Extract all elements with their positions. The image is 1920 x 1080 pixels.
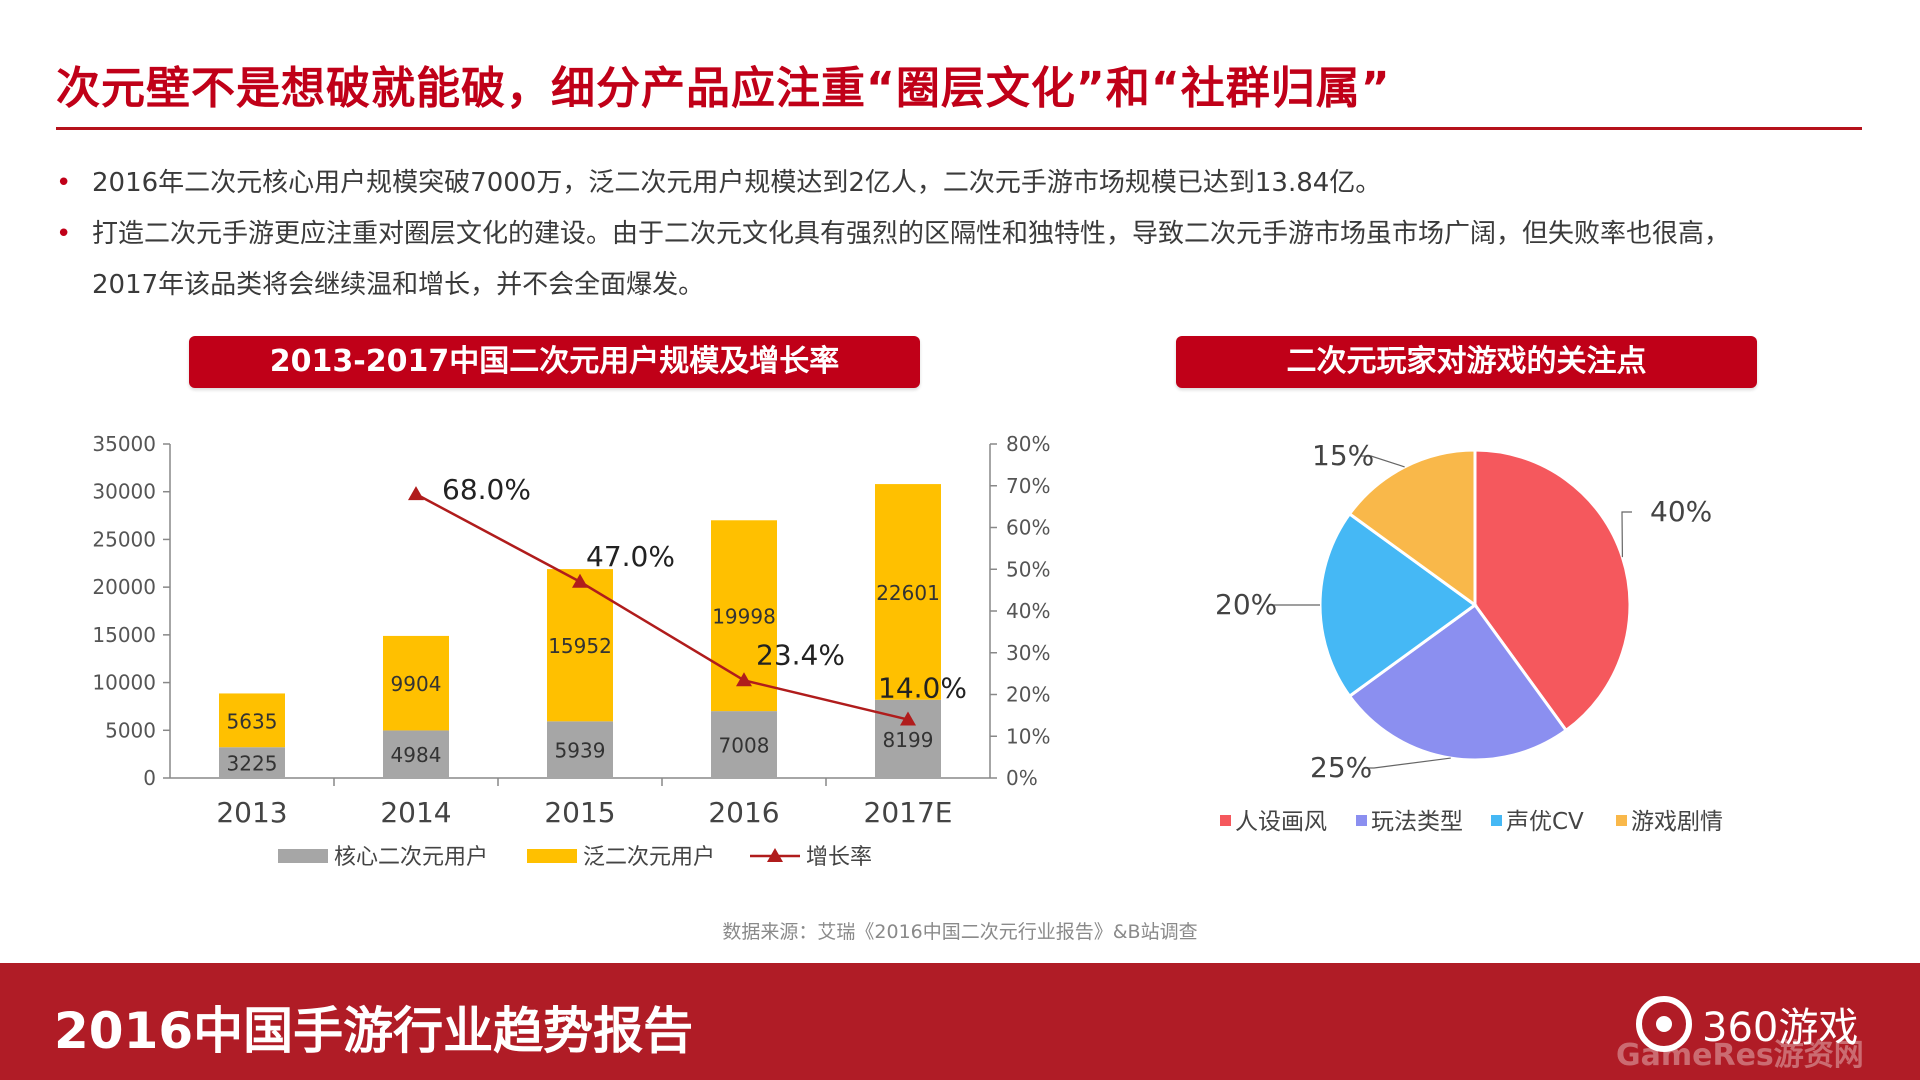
bar-core-value-label: 5939: [555, 739, 606, 763]
growth-rate-point: [572, 573, 588, 588]
footer-title: 2016中国手游行业趋势报告: [54, 1002, 694, 1060]
bullet-text: 2016年二次元核心用户规模突破7000万，泛二次元用户规模达到2亿人，二次元手…: [92, 168, 1382, 198]
pie-legend-label: 声优CV: [1506, 809, 1584, 835]
bullet-dot-icon: •: [56, 168, 72, 198]
legend-pan-swatch: [527, 849, 577, 863]
legend-core-label: 核心二次元用户: [334, 845, 488, 870]
pie-legend-swatch: [1220, 815, 1231, 826]
bar-chart-banner: 2013-2017中国二次元用户规模及增长率: [189, 336, 920, 388]
pie-chart-banner: 二次元玩家对游戏的关注点: [1176, 336, 1757, 388]
pie-leader-line: [1361, 455, 1405, 468]
x-category-label: 2014: [380, 796, 451, 829]
logo-circle-icon: [1636, 996, 1692, 1052]
bar-core-value-label: 4984: [391, 743, 442, 767]
y-tick-label: 20000: [92, 575, 156, 599]
bullet-text: 打造二次元手游更应注重对圈层文化的建设。由于二次元文化具有强烈的区隔性和独特性，…: [92, 219, 1731, 249]
pie-legend-label: 玩法类型: [1371, 809, 1463, 835]
x-category-label: 2015: [544, 796, 615, 829]
bullet-item-continuation: 2017年该品类将会继续温和增长，并不会全面爆发。: [56, 260, 1856, 311]
pie-leader-line: [1364, 757, 1451, 769]
y-tick-label: 0: [143, 766, 156, 790]
growth-rate-point: [900, 711, 916, 726]
bullet-list: • 2016年二次元核心用户规模突破7000万，泛二次元用户规模达到2亿人，二次…: [56, 158, 1856, 311]
bullet-dot-icon: •: [56, 219, 72, 249]
bar-pan-users: [875, 484, 941, 700]
y2-tick-label: 80%: [1006, 432, 1050, 456]
x-category-label: 2017E: [864, 796, 953, 829]
logo-text: 360游戏: [1702, 1005, 1859, 1051]
y2-tick-label: 30%: [1006, 641, 1050, 665]
legend-pan-label: 泛二次元用户: [583, 845, 715, 870]
brand-logo: 360游戏: [1636, 993, 1858, 1055]
bar-pan-users: [383, 635, 449, 731]
bar-pan-value-label: 19998: [712, 605, 776, 629]
y-tick-label: 5000: [105, 718, 156, 742]
pie-value-label: 25%: [1310, 751, 1372, 784]
page-title: 次元壁不是想破就能破，细分产品应注重“圈层文化”和“社群归属”: [56, 63, 1391, 114]
pie-slice: [1347, 448, 1477, 608]
growth-rate-label: 47.0%: [586, 540, 675, 573]
pie-legend-swatch: [1616, 815, 1627, 826]
bar-core-value-label: 7008: [719, 734, 770, 758]
bar-core-users: [547, 721, 613, 778]
legend-core-swatch: [278, 849, 328, 863]
y2-tick-label: 70%: [1006, 474, 1050, 498]
legend-growth-marker: [767, 848, 783, 862]
bar-core-users: [711, 711, 777, 778]
y2-tick-label: 10%: [1006, 724, 1050, 748]
y2-tick-label: 20%: [1006, 683, 1050, 707]
y-tick-label: 10000: [92, 671, 156, 695]
growth-rate-line: [415, 492, 909, 721]
bullet-text: 2017年该品类将会继续温和增长，并不会全面爆发。: [92, 270, 705, 300]
growth-rate-label: 23.4%: [756, 638, 845, 671]
bar-pan-value-label: 9904: [391, 672, 442, 696]
growth-rate-label: 14.0%: [878, 672, 967, 705]
growth-rate-point: [408, 486, 424, 501]
y-tick-label: 30000: [92, 480, 156, 504]
pie-value-label: 15%: [1312, 439, 1374, 472]
bar-pan-value-label: 15952: [548, 634, 612, 658]
pie-legend-label: 人设画风: [1235, 809, 1327, 835]
pie-legend-label: 游戏剧情: [1631, 809, 1723, 835]
y-tick-label: 15000: [92, 623, 156, 647]
bullet-item: • 2016年二次元核心用户规模突破7000万，泛二次元用户规模达到2亿人，二次…: [56, 158, 1856, 209]
bar-core-users: [219, 747, 285, 778]
pie-value-label: 20%: [1215, 588, 1277, 621]
pie-value-label: 40%: [1650, 495, 1712, 528]
y2-tick-label: 40%: [1006, 599, 1050, 623]
pie-legend-swatch: [1356, 815, 1367, 826]
y-tick-label: 25000: [92, 527, 156, 551]
bar-core-value-label: 8199: [883, 728, 934, 752]
bar-pan-value-label: 5635: [227, 709, 278, 733]
pie-legend-swatch: [1491, 815, 1502, 826]
watermark: GameRes游资网: [1616, 1038, 1864, 1073]
growth-rate-point: [736, 672, 752, 687]
bar-pan-value-label: 22601: [876, 581, 940, 605]
data-source-note: 数据来源：艾瑞《2016中国二次元行业报告》&B站调查: [722, 921, 1198, 943]
pie-slice: [1318, 511, 1478, 699]
y2-tick-label: 60%: [1006, 516, 1050, 540]
bar-core-value-label: 3225: [227, 752, 278, 776]
y2-tick-label: 50%: [1006, 557, 1050, 581]
bar-pan-users: [219, 693, 285, 748]
pie-leader-line: [1621, 511, 1632, 558]
bullet-item: • 打造二次元手游更应注重对圈层文化的建设。由于二次元文化具有强烈的区隔性和独特…: [56, 209, 1856, 260]
bar-core-users: [383, 730, 449, 778]
legend-growth-label: 增长率: [806, 845, 872, 870]
y-tick-label: 35000: [92, 432, 156, 456]
x-category-label: 2013: [216, 796, 287, 829]
x-category-label: 2016: [708, 796, 779, 829]
title-underline: [56, 127, 1862, 130]
y2-tick-label: 0%: [1006, 766, 1038, 790]
growth-rate-label: 68.0%: [442, 473, 531, 506]
footer-bar: 2016中国手游行业趋势报告 360游戏: [0, 963, 1920, 1080]
